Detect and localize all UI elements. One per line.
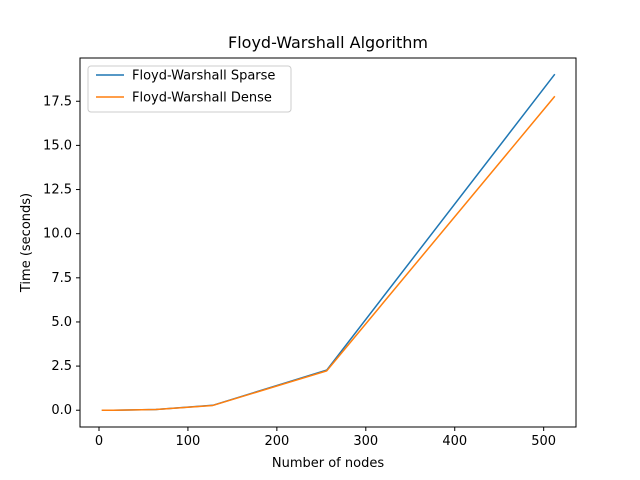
plot-background [80, 58, 576, 427]
x-tick-label: 400 [442, 434, 467, 449]
y-tick-label: 2.5 [51, 359, 72, 374]
x-tick-label: 500 [531, 434, 556, 449]
legend: Floyd-Warshall Sparse Floyd-Warshall Dens… [87, 65, 292, 113]
plot-frame [79, 57, 577, 428]
y-axis-label: Time (seconds) [19, 193, 34, 293]
x-axis-label: Number of nodes [272, 456, 384, 471]
y-tick-label: 12.5 [43, 183, 72, 198]
x-tick-label: 0 [95, 434, 103, 449]
legend-label-1: Floyd-Warshall Sparse [132, 69, 275, 84]
legend-box [87, 65, 292, 113]
y-tick-label: 5.0 [51, 315, 72, 330]
y-tick-label: 17.5 [43, 94, 72, 109]
x-tick-label: 300 [353, 434, 378, 449]
y-tick-label: 7.5 [51, 271, 72, 286]
y-tick-label: 0.0 [51, 403, 72, 418]
y-axis-ticks: 0.0 2.5 5.0 7.5 10.0 12.5 15.0 17.5 [43, 94, 80, 418]
x-axis-ticks: 0 100 200 300 400 500 [95, 427, 556, 449]
y-tick-label: 15.0 [43, 138, 72, 153]
series-line-2 [101, 95, 556, 411]
y-tick-label: 10.0 [43, 227, 72, 242]
x-tick-label: 100 [176, 434, 201, 449]
chart-title: Floyd-Warshall Algorithm [228, 33, 428, 52]
x-tick-label: 200 [264, 434, 289, 449]
legend-label-2: Floyd-Warshall Dense [132, 91, 272, 106]
series-layer [101, 73, 556, 411]
